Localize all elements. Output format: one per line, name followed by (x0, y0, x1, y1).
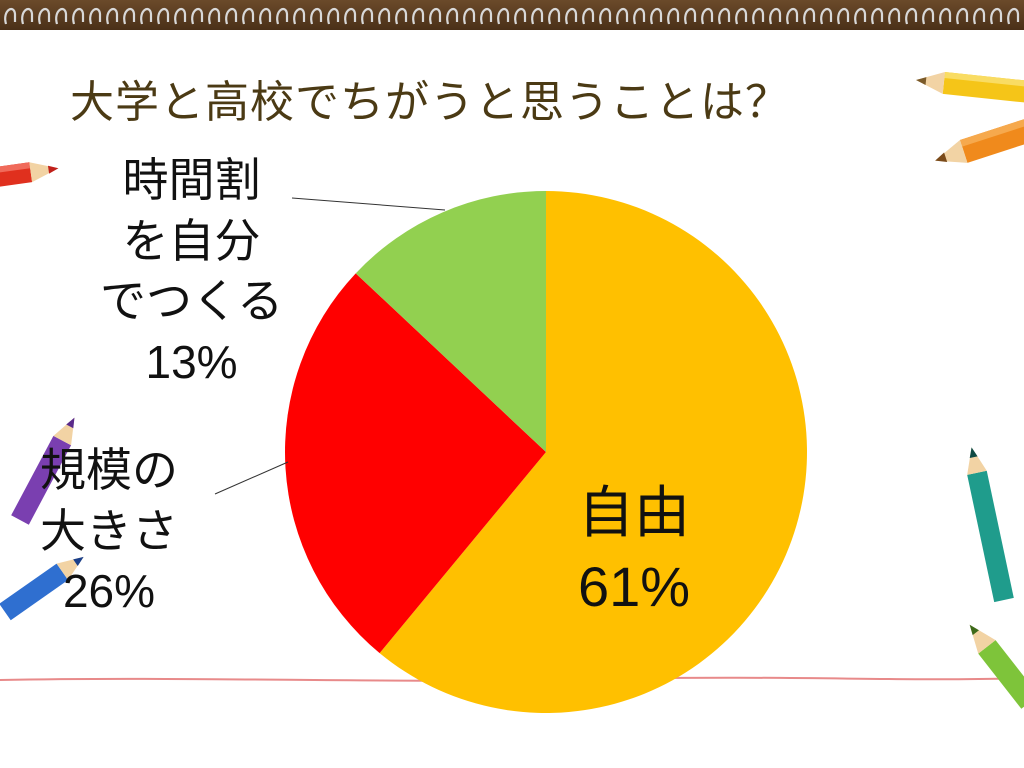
binding-ring (922, 7, 935, 25)
slide-title: 大学と高校でちがうと思うことは？ (70, 77, 790, 128)
binding-ring (752, 7, 765, 25)
data-label-jiyuu-pct: 61% (578, 554, 691, 618)
data-label-kibo-line1: 規模の (40, 443, 178, 497)
binding-ring (446, 7, 459, 25)
binding-ring (718, 7, 731, 25)
binding-ring (905, 7, 918, 25)
binding-ring (157, 7, 170, 25)
pencil-orange (935, 102, 1024, 163)
binding-ring (565, 7, 578, 25)
data-label-kibo-pct: 26% (62, 565, 156, 618)
binding-ring (939, 7, 952, 25)
binding-ring (174, 7, 187, 25)
binding-ring (837, 7, 850, 25)
binding-ring (701, 7, 714, 25)
data-label-jikanwari: 時間割 を自分 でつくる 13% (100, 150, 283, 393)
binding-ring (871, 7, 884, 25)
binding-ring (412, 7, 425, 25)
binding-ring (548, 7, 561, 25)
pie-slice-2 (355, 191, 546, 452)
leader-line-jikanwari (291, 197, 446, 211)
binding-ring (633, 7, 646, 25)
binding-ring (89, 7, 102, 25)
data-label-kibo: 規模の 大きさ 26% (40, 440, 178, 622)
binding-ring (973, 7, 986, 25)
binding-ring (531, 7, 544, 25)
binding-ring (786, 7, 799, 25)
binding-ring (888, 7, 901, 25)
binding-ring (378, 7, 391, 25)
binding-ring (616, 7, 629, 25)
pencil-red (0, 162, 59, 192)
pencil-green (969, 624, 1024, 709)
binding-ring (735, 7, 748, 25)
pencil-blue (0, 556, 84, 621)
binding-ring (956, 7, 969, 25)
binding-ring (140, 7, 153, 25)
binding-ring (990, 7, 1003, 25)
binding-ring (650, 7, 663, 25)
data-label-jiyuu-line1: 自由 (578, 481, 691, 546)
binding-ring (429, 7, 442, 25)
data-label-kibo-line2: 大きさ (40, 503, 178, 558)
binding-ring (599, 7, 612, 25)
pencil-yellow (916, 72, 1024, 107)
binding-ring (684, 7, 697, 25)
binding-ring (242, 7, 255, 25)
pie-slice-0 (379, 191, 808, 714)
binding-ring (769, 7, 782, 25)
pie-slice-1 (284, 273, 546, 654)
binding-ring (582, 7, 595, 25)
data-label-jikanwari-line1: 時間割 (122, 153, 261, 207)
binding-ring (55, 7, 68, 25)
binding-ring (276, 7, 289, 25)
binding-ring (395, 7, 408, 25)
binding-ring (497, 7, 510, 25)
data-label-jikanwari-line3: でつくる (100, 274, 284, 329)
binding-ring (225, 7, 238, 25)
binding-ring (480, 7, 493, 25)
binding-ring (1007, 7, 1020, 25)
binding-ring (344, 7, 357, 25)
binding-ring (667, 7, 680, 25)
binding-ring (327, 7, 340, 25)
binding-ring (854, 7, 867, 25)
binding-ring (123, 7, 136, 25)
pencil-purple (11, 417, 75, 525)
binding-ring (72, 7, 85, 25)
binding-ring (4, 7, 17, 25)
data-label-jikanwari-line2: を自分 (122, 213, 261, 268)
binding-ring (21, 7, 34, 25)
binding-ring (38, 7, 51, 25)
binding-ring (293, 7, 306, 25)
binding-ring (191, 7, 204, 25)
pie-chart (284, 191, 808, 714)
binding-ring (259, 7, 272, 25)
binding-ring (820, 7, 833, 25)
binding-rings (4, 7, 1020, 25)
leader-line-kibo (214, 461, 289, 495)
binding-ring (106, 7, 119, 25)
notebook-binding (0, 0, 1024, 30)
binding-ring (361, 7, 374, 25)
data-label-jiyuu: 自由 61% (578, 478, 690, 624)
binding-ring (514, 7, 527, 25)
binding-ring (463, 7, 476, 25)
binding-ring (310, 7, 323, 25)
binding-ring (803, 7, 816, 25)
data-label-jikanwari-pct: 13% (145, 336, 238, 389)
pencil-teal (967, 447, 1014, 603)
binding-ring (208, 7, 221, 25)
